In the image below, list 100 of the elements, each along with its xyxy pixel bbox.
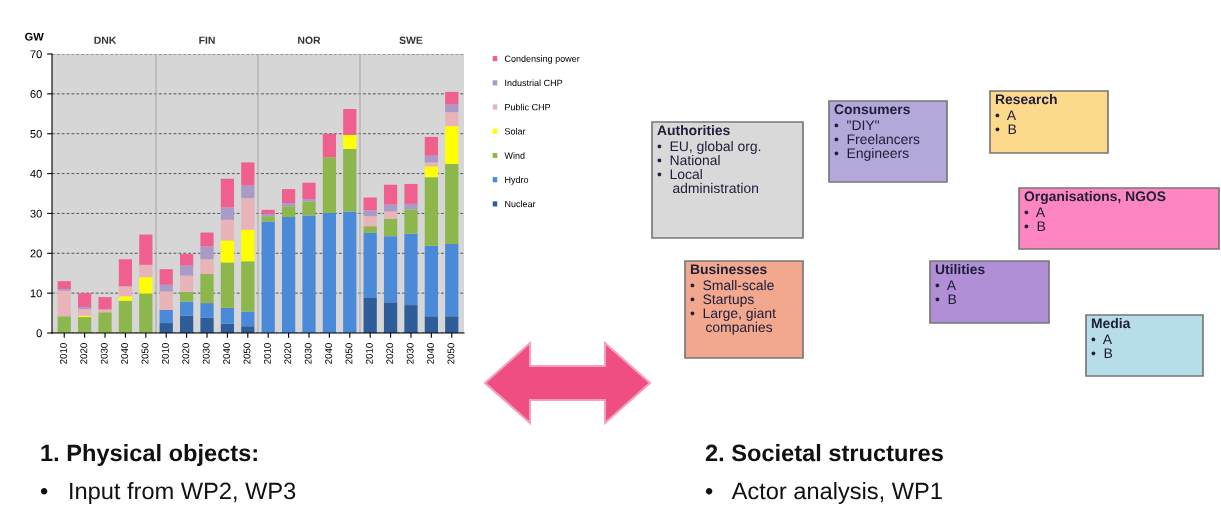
bar bbox=[343, 109, 357, 135]
bar bbox=[159, 291, 173, 310]
x-tick-label: 2010 bbox=[161, 343, 169, 364]
x-tick-label: 2010 bbox=[59, 343, 67, 364]
bar bbox=[281, 189, 296, 204]
bar bbox=[78, 317, 92, 333]
x-tick-label: 2050 bbox=[345, 343, 353, 364]
bar bbox=[139, 264, 153, 278]
bar bbox=[179, 315, 194, 333]
bar bbox=[200, 246, 214, 260]
bar bbox=[200, 259, 214, 275]
bar bbox=[98, 309, 112, 313]
x-tick-label: 2040 bbox=[223, 343, 231, 364]
x-tick-label: 2050 bbox=[243, 343, 251, 364]
bar bbox=[404, 233, 418, 306]
y-tick-label: 60 bbox=[30, 90, 42, 98]
x-tick-label: 2010 bbox=[263, 343, 271, 364]
bar bbox=[200, 274, 214, 304]
bar bbox=[343, 211, 357, 333]
bar bbox=[241, 229, 255, 262]
bar bbox=[424, 162, 438, 167]
text: Consumers • "DIY" • Freelancers • Engineers bbox=[834, 104, 920, 161]
bar bbox=[404, 183, 418, 204]
bar bbox=[424, 177, 438, 246]
x-tick-label: 2020 bbox=[80, 343, 88, 364]
bar bbox=[281, 217, 296, 333]
bar bbox=[220, 307, 235, 324]
legend-label: Condensing power bbox=[504, 55, 580, 64]
x-tick-label: 2030 bbox=[304, 343, 312, 364]
bar bbox=[445, 164, 459, 245]
bar bbox=[302, 201, 316, 216]
bar bbox=[241, 261, 255, 312]
bar bbox=[322, 133, 337, 158]
bar bbox=[261, 209, 275, 214]
bar bbox=[424, 166, 438, 178]
y-tick-label: 40 bbox=[30, 169, 42, 178]
legend-label: Solar bbox=[504, 127, 526, 135]
bar bbox=[220, 262, 235, 308]
bar bbox=[261, 221, 275, 333]
text: DNK bbox=[94, 36, 117, 44]
bar bbox=[78, 309, 92, 316]
bar bbox=[179, 291, 194, 302]
text: SWE bbox=[399, 36, 423, 44]
bar bbox=[159, 309, 173, 324]
legend-label: Hydro bbox=[505, 176, 529, 185]
bar bbox=[363, 297, 377, 333]
bar bbox=[118, 286, 133, 297]
bar bbox=[363, 232, 377, 298]
bar bbox=[57, 281, 71, 290]
x-tick-label: 2020 bbox=[386, 343, 394, 364]
bar bbox=[281, 203, 296, 207]
text: Utilities • A • B bbox=[935, 264, 985, 305]
y-tick-label: 50 bbox=[30, 129, 42, 138]
text: NOR bbox=[298, 36, 321, 44]
y-tick-label: 30 bbox=[30, 209, 42, 218]
text: Organisations, NGOS • A • B bbox=[1024, 191, 1166, 232]
bar bbox=[445, 91, 459, 105]
bar bbox=[179, 254, 194, 266]
bar bbox=[241, 198, 255, 230]
bar bbox=[445, 112, 459, 127]
text: Media • A • B bbox=[1091, 318, 1131, 359]
x-tick-label: 2040 bbox=[325, 343, 332, 364]
bar bbox=[424, 316, 438, 333]
bar bbox=[383, 302, 398, 333]
y-tick-label: 70 bbox=[30, 50, 42, 59]
y-tick-label: 10 bbox=[30, 289, 42, 298]
bar bbox=[57, 290, 71, 317]
bar bbox=[139, 234, 153, 265]
bar bbox=[98, 297, 112, 310]
bar bbox=[220, 207, 235, 220]
bar bbox=[78, 307, 92, 310]
bar bbox=[363, 226, 377, 233]
bar bbox=[241, 162, 255, 186]
bar bbox=[363, 210, 377, 217]
bar bbox=[118, 259, 133, 287]
legend-label: Industrial CHP bbox=[505, 79, 563, 87]
bar bbox=[179, 275, 194, 292]
bar bbox=[159, 284, 173, 292]
bar bbox=[57, 316, 71, 333]
bar bbox=[445, 126, 459, 165]
bar bbox=[404, 209, 418, 234]
x-tick-label: 2020 bbox=[284, 343, 292, 364]
bar bbox=[322, 157, 337, 214]
legend-label: Nuclear bbox=[505, 200, 536, 208]
bar bbox=[118, 300, 133, 333]
bar bbox=[159, 269, 173, 285]
bar bbox=[363, 197, 377, 211]
bar bbox=[404, 305, 418, 333]
x-tick-label: 2040 bbox=[427, 343, 434, 364]
bar bbox=[343, 148, 357, 212]
bar bbox=[220, 219, 235, 241]
bar bbox=[281, 206, 296, 218]
y-tick-label: 0 bbox=[36, 329, 42, 338]
text: Authorities • EU, global org. • National • Local administration bbox=[657, 125, 761, 194]
x-tick-label: 2010 bbox=[365, 343, 373, 364]
bar bbox=[139, 293, 153, 333]
text: 1. Physical objects: • Input from WP2, WP3 bbox=[40, 443, 296, 504]
bar bbox=[302, 182, 316, 200]
text: Businesses • Small-scale • Startups • Large, giant companies bbox=[690, 264, 776, 335]
bar bbox=[118, 296, 133, 301]
